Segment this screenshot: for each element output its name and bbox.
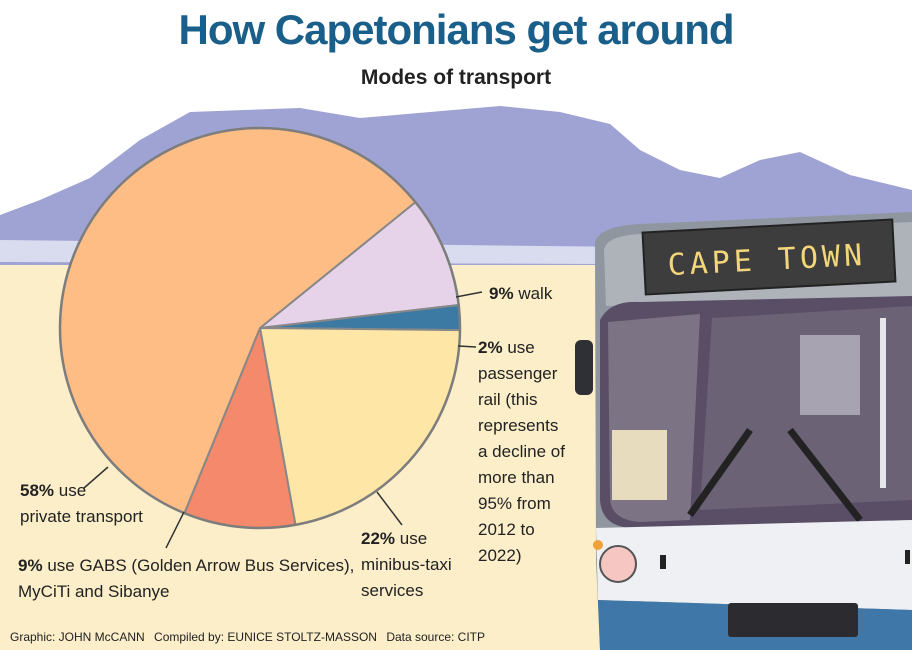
private-line: private transport [20, 507, 143, 526]
text-private-first: use [58, 481, 87, 500]
label-walk: 9% walk [489, 281, 552, 307]
credit-source: Data source: CITP [386, 630, 486, 644]
gabs-line: MyCiTi and Sibanye [18, 582, 170, 601]
text-taxi-first: use [399, 529, 428, 548]
credits: Graphic: JOHN McCANN Compiled by: EUNICE… [10, 630, 485, 644]
credit-graphic: Graphic: JOHN McCANN [10, 630, 145, 644]
rail-line: represents [478, 416, 559, 435]
leader-line-private [83, 466, 109, 489]
pct-walk: 9% [489, 284, 514, 303]
label-private: 58% use private transport [20, 478, 143, 530]
rail-line: passenger [478, 364, 558, 383]
rail-line: more than [478, 468, 555, 487]
bus-illustration: CAPE TOWN [575, 212, 912, 650]
pct-gabs: 9% [18, 556, 43, 575]
taxi-line: minibus-taxi [361, 555, 452, 574]
text-gabs-first: use GABS (Golden Arrow Bus Services), [47, 556, 355, 575]
rail-line: rail (this [478, 390, 538, 409]
rail-line: 2022) [478, 546, 522, 565]
label-rail: 2% use passenger rail (this represents a… [478, 335, 565, 569]
chart-title: How Capetonians get around [178, 6, 734, 53]
pie-outline [58, 126, 462, 530]
pie-chart [58, 126, 462, 530]
taxi-line: services [361, 581, 424, 600]
credit-compiled: Compiled by: EUNICE STOLTZ-MASSON [154, 630, 377, 644]
leader-line-rail [457, 345, 477, 348]
chart-subtitle: Modes of transport [360, 66, 552, 89]
text-walk: walk [518, 284, 553, 303]
rail-line: a decline of [478, 442, 565, 461]
leader-line-walk [455, 291, 483, 298]
text-rail-first: use [507, 338, 535, 357]
leader-line-taxi [376, 491, 403, 526]
pct-rail: 2% [478, 338, 503, 357]
leader-line-gabs [165, 511, 185, 549]
rail-line: 95% from [478, 494, 551, 513]
pct-taxi: 22% [361, 529, 396, 548]
label-taxi: 22% use minibus-taxi services [361, 526, 452, 604]
pct-private: 58% [20, 481, 55, 500]
rail-line: 2012 to [478, 520, 535, 539]
label-gabs: 9% use GABS (Golden Arrow Bus Services),… [18, 553, 354, 605]
